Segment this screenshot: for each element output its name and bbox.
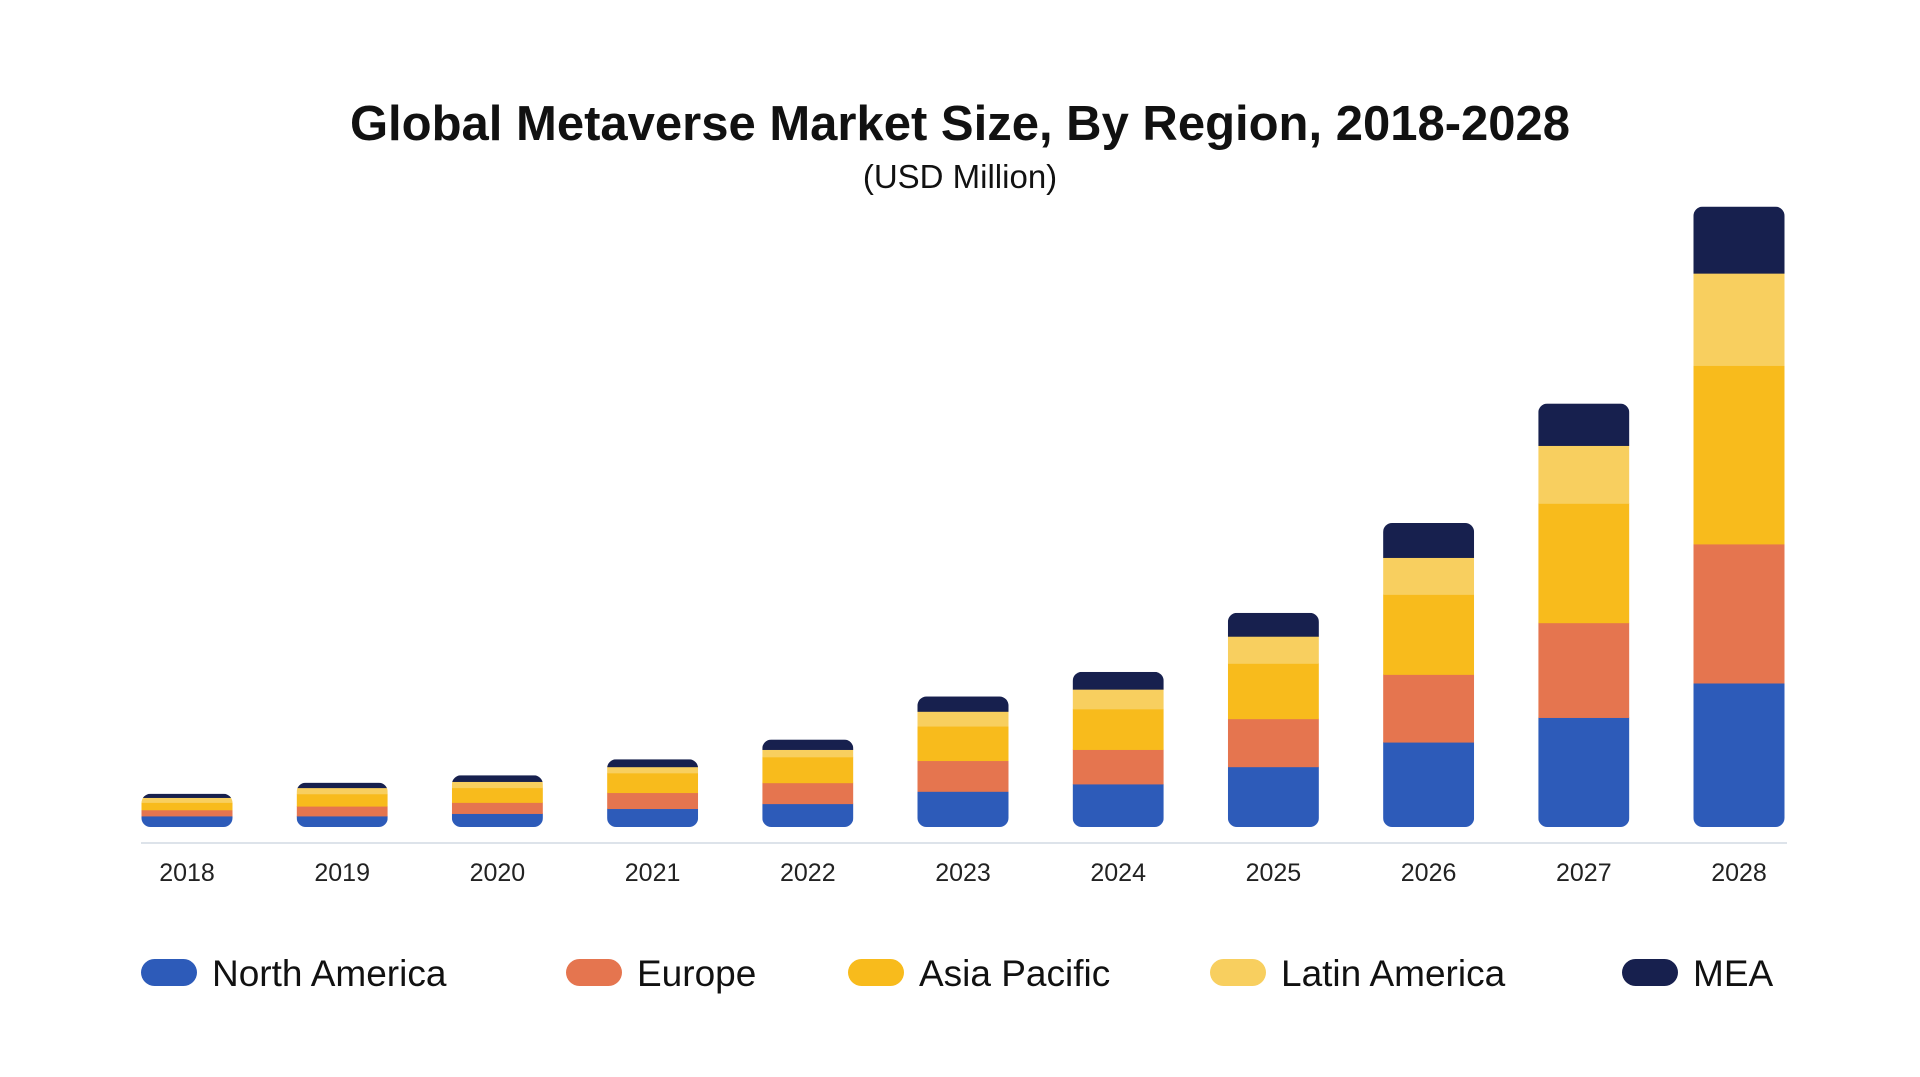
bar-segment-asia-pacific-2020	[451, 787, 543, 803]
bar-stack-2024	[1072, 671, 1164, 827]
bar-segment-mea-2021	[607, 759, 699, 768]
x-tick-label: 2021	[625, 859, 681, 887]
x-axis-ticks: 2018 2019 2020 2021 2022 2023 2024 2025 2026 2027…	[159, 859, 1767, 887]
bar-segment-mea-2020	[451, 775, 543, 782]
bar-segment-mea-2027	[1538, 403, 1630, 446]
bar-segment-latin-america-2027	[1538, 445, 1630, 504]
chart-title: Global Metaverse Market Size, By Region,…	[350, 97, 1570, 151]
bar-segment-asia-pacific-2028	[1693, 365, 1785, 545]
bar-segment-mea-2026	[1383, 522, 1475, 558]
legend-label: Asia Pacific	[919, 953, 1110, 994]
bar-segment-mea-2024	[1072, 671, 1164, 690]
bar-segment-mea-2019	[296, 782, 388, 789]
bar-stack-2020	[451, 775, 543, 827]
bar-segment-europe-2027	[1538, 622, 1630, 718]
bar-segment-north-america-2019	[296, 815, 388, 828]
legend-item-mea: MEA	[1622, 953, 1774, 994]
x-tick-label: 2020	[470, 859, 526, 887]
x-tick-label: 2022	[780, 859, 836, 887]
bar-segment-europe-2020	[451, 802, 543, 814]
bar-segment-asia-pacific-2023	[917, 726, 1009, 762]
legend-item-latin-america: Latin America	[1210, 953, 1506, 994]
chart-subtitle: (USD Million)	[863, 158, 1057, 195]
bar-stack-2018	[141, 793, 233, 827]
bar-segment-europe-2023	[917, 760, 1009, 792]
bar-segment-north-america-2027	[1538, 717, 1630, 827]
x-tick-label: 2026	[1401, 859, 1457, 887]
legend-swatch	[848, 959, 904, 986]
bar-stack-2025	[1227, 612, 1319, 828]
legend-label: Europe	[637, 953, 756, 994]
legend-swatch	[1622, 959, 1678, 986]
x-tick-label: 2025	[1246, 859, 1302, 887]
bar-segment-asia-pacific-2021	[607, 772, 699, 794]
bar-stack-2023	[917, 696, 1009, 828]
legend-swatch	[141, 959, 197, 986]
bar-segment-latin-america-2024	[1072, 689, 1164, 710]
x-tick-label: 2027	[1556, 859, 1612, 887]
bars-group	[141, 206, 1785, 828]
x-tick-label: 2018	[159, 859, 215, 887]
bar-segment-latin-america-2022	[762, 749, 854, 758]
bar-segment-asia-pacific-2025	[1227, 663, 1319, 720]
bar-segment-asia-pacific-2019	[296, 793, 388, 807]
x-tick-label: 2023	[935, 859, 991, 887]
bar-segment-mea-2025	[1227, 612, 1319, 637]
bar-segment-north-america-2022	[762, 803, 854, 828]
bar-stack-2028	[1693, 206, 1785, 827]
legend-swatch	[1210, 959, 1266, 986]
bar-segment-north-america-2023	[917, 791, 1009, 828]
bar-segment-asia-pacific-2018	[141, 802, 233, 811]
bar-segment-latin-america-2028	[1693, 273, 1785, 366]
legend-item-europe: Europe	[566, 953, 756, 994]
bar-segment-north-america-2021	[607, 808, 699, 828]
legend-label: Latin America	[1281, 953, 1506, 994]
bar-segment-asia-pacific-2027	[1538, 503, 1630, 624]
legend-item-asia-pacific: Asia Pacific	[848, 953, 1110, 994]
bar-stack-2027	[1538, 403, 1630, 827]
bar-segment-latin-america-2025	[1227, 636, 1319, 664]
bar-segment-asia-pacific-2022	[762, 756, 854, 784]
legend-swatch	[566, 959, 622, 986]
bar-segment-europe-2022	[762, 782, 854, 805]
bar-stack-2019	[296, 782, 388, 828]
bar-segment-latin-america-2026	[1383, 557, 1475, 595]
bar-segment-north-america-2018	[141, 815, 233, 827]
bar-segment-latin-america-2018	[141, 797, 233, 803]
bar-segment-europe-2028	[1693, 543, 1785, 684]
bar-segment-europe-2026	[1383, 674, 1475, 743]
bar-stack-2021	[607, 759, 699, 828]
bar-segment-latin-america-2021	[607, 766, 699, 774]
bar-segment-asia-pacific-2026	[1383, 594, 1475, 675]
bar-stack-2026	[1383, 522, 1475, 827]
x-tick-label: 2028	[1711, 859, 1767, 887]
bar-segment-europe-2021	[607, 792, 699, 810]
bar-segment-mea-2028	[1693, 206, 1785, 274]
bar-segment-europe-2024	[1072, 749, 1164, 785]
bar-segment-north-america-2020	[451, 813, 543, 827]
legend-label: North America	[212, 953, 447, 994]
bar-segment-north-america-2026	[1383, 742, 1475, 827]
x-tick-label: 2024	[1090, 859, 1146, 887]
x-tick-label: 2019	[314, 859, 370, 887]
bar-segment-latin-america-2023	[917, 711, 1009, 727]
bar-segment-north-america-2025	[1227, 766, 1319, 828]
bar-segment-north-america-2024	[1072, 783, 1164, 827]
bar-segment-mea-2022	[762, 739, 854, 750]
bar-segment-europe-2019	[296, 806, 388, 817]
bar-segment-mea-2023	[917, 696, 1009, 712]
bar-segment-north-america-2028	[1693, 682, 1785, 827]
bar-stack-2022	[762, 739, 854, 828]
bar-segment-mea-2018	[141, 793, 233, 798]
bar-segment-latin-america-2020	[451, 781, 543, 789]
bar-segment-europe-2018	[141, 809, 233, 817]
legend-item-north-america: North America	[141, 953, 447, 994]
bar-segment-europe-2025	[1227, 718, 1319, 768]
legend: North America Europe Asia Pacific Latin Ame…	[141, 953, 1774, 994]
bar-segment-asia-pacific-2024	[1072, 708, 1164, 750]
legend-label: MEA	[1693, 953, 1774, 994]
bar-segment-latin-america-2019	[296, 787, 388, 795]
